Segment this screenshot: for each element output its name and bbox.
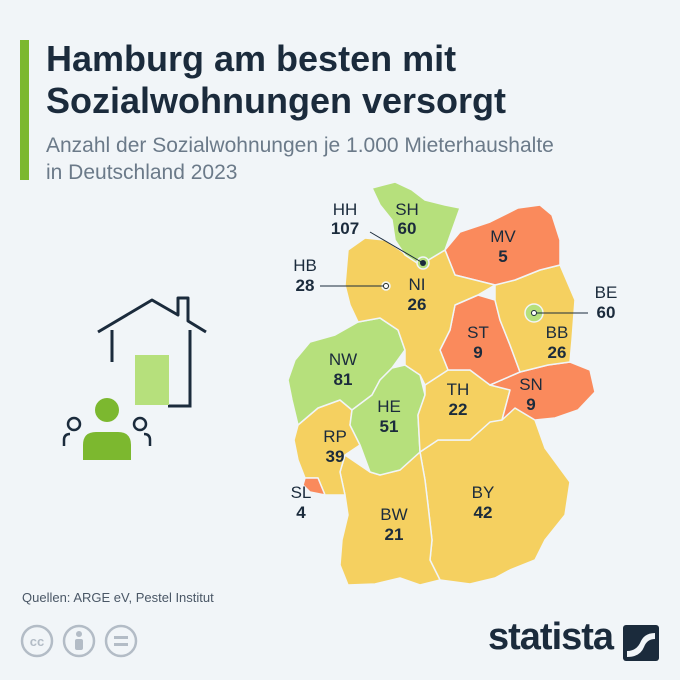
- state-region-HE: [349, 364, 426, 476]
- title-line-2: Sozialwohnungen versorgt: [46, 80, 507, 121]
- statista-wordmark[interactable]: statista: [488, 616, 614, 658]
- state-label-RP: RP: [323, 427, 347, 446]
- leader-line-HH: [369, 231, 424, 264]
- state-value-BE: 60: [597, 303, 616, 322]
- source-note: Quellen: ARGE eV, Pestel Institut: [22, 590, 214, 605]
- state-value-HB: 28: [296, 276, 315, 295]
- page-title: Hamburg am besten mit Sozialwohnungen ve…: [46, 38, 666, 122]
- page-subtitle: Anzahl der Sozialwohnungen je 1.000 Miet…: [46, 132, 646, 186]
- state-label-ST: ST: [467, 323, 489, 342]
- state-value-NW: 81: [334, 370, 353, 389]
- state-label-TH: TH: [447, 380, 470, 399]
- cc-icon[interactable]: cc: [20, 624, 54, 658]
- state-label-MV: MV: [490, 227, 516, 246]
- house-with-people-icon: [62, 296, 207, 460]
- state-label-SN: SN: [519, 375, 543, 394]
- state-region-SH: [371, 181, 461, 266]
- state-label-BW: BW: [380, 505, 407, 524]
- state-region-SL: [302, 477, 326, 496]
- subtitle-line-2: in Deutschland 2023: [46, 161, 238, 184]
- state-value-BY: 42: [474, 503, 493, 522]
- state-label-BE: BE: [595, 283, 618, 302]
- state-label-BB: BB: [546, 323, 569, 342]
- by-icon[interactable]: [62, 624, 96, 658]
- statista-logo-icon[interactable]: [623, 625, 659, 661]
- svg-text:cc: cc: [30, 634, 44, 649]
- state-label-SH: SH: [395, 200, 419, 219]
- state-value-SL: 4: [296, 503, 306, 522]
- state-value-HE: 51: [380, 417, 399, 436]
- title-line-1: Hamburg am besten mit: [46, 38, 457, 79]
- subtitle-line-1: Anzahl der Sozialwohnungen je 1.000 Miet…: [46, 134, 554, 157]
- state-value-MV: 5: [498, 247, 507, 266]
- state-value-ST: 9: [473, 343, 482, 362]
- state-labels: SH 60 HH 107 MV 5 HB 28 NI 26 BE 60 ST 9…: [291, 200, 618, 544]
- state-label-NI: NI: [409, 275, 426, 294]
- state-value-SN: 9: [526, 395, 535, 414]
- state-value-RP: 39: [326, 447, 345, 466]
- state-label-SL: SL: [291, 483, 312, 502]
- state-label-HB: HB: [293, 256, 317, 275]
- state-label-HE: HE: [377, 397, 401, 416]
- nd-icon[interactable]: [104, 624, 138, 658]
- state-label-BY: BY: [472, 483, 495, 502]
- state-value-NI: 26: [408, 295, 427, 314]
- license-icons[interactable]: cc: [20, 624, 140, 660]
- state-label-HH: HH: [333, 200, 358, 219]
- state-label-NW: NW: [329, 350, 357, 369]
- state-value-BW: 21: [385, 525, 404, 544]
- state-value-TH: 22: [449, 400, 468, 419]
- state-value-SH: 60: [398, 219, 417, 238]
- accent-bar: [20, 40, 29, 180]
- state-value-HH: 107: [331, 219, 359, 238]
- state-value-BB: 26: [548, 343, 567, 362]
